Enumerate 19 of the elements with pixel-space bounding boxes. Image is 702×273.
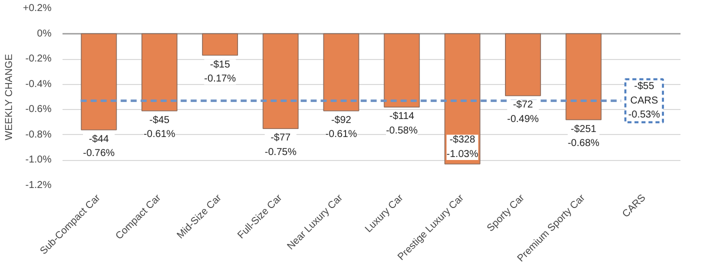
y-tick-label: -1.0% — [25, 154, 52, 166]
y-tick-label: 0% — [37, 28, 52, 40]
y-tick-label: -0.4% — [25, 78, 52, 90]
y-tick-label: -0.8% — [25, 129, 52, 140]
data-label: -$251 -0.68% — [568, 124, 600, 150]
y-tick-label: +0.2% — [22, 3, 52, 14]
y-tick-label: -1.2% — [25, 180, 52, 191]
data-label: -$15 -0.17% — [204, 59, 236, 85]
annotation: -$55 CARS -0.53% — [628, 80, 660, 121]
data-label: -$45 -0.61% — [144, 114, 176, 140]
data-label: -$77 -0.75% — [264, 132, 297, 158]
data-label: -$92 -0.61% — [325, 114, 358, 140]
data-label: -$328 -1.03% — [446, 134, 478, 160]
y-tick-label: -0.2% — [25, 54, 52, 65]
data-label: -$44 -0.76% — [83, 134, 115, 160]
y-tick-label: -0.6% — [25, 104, 52, 116]
y-axis-title: WEEKLY CHANGE — [4, 54, 15, 140]
data-label: -$114 -0.58% — [386, 111, 418, 136]
data-label: -$72 -0.49% — [507, 100, 539, 126]
